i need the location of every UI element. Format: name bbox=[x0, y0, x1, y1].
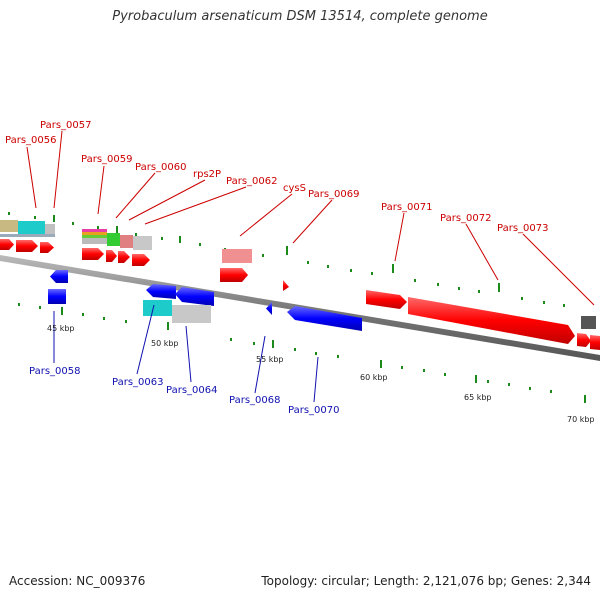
scale-labels: 45 kbp 50 kbp 55 kbp 60 kbp 65 kbp 70 kb… bbox=[47, 324, 595, 424]
gene-block bbox=[18, 221, 45, 234]
gene-label-pars-0062[interactable]: Pars_0062 bbox=[226, 176, 277, 187]
gene-block bbox=[45, 224, 55, 236]
gene-arrow bbox=[146, 284, 176, 299]
gene-arrow bbox=[118, 251, 130, 263]
gene-arrow bbox=[287, 306, 362, 331]
accession-text: Accession: NC_009376 bbox=[9, 574, 146, 588]
gene-label-pars-0060[interactable]: Pars_0060 bbox=[135, 162, 186, 173]
scale-label: 60 kbp bbox=[360, 373, 388, 382]
gene-label-pars-0059[interactable]: Pars_0059 bbox=[81, 154, 132, 165]
gene-block bbox=[172, 305, 211, 323]
gene-arrow bbox=[175, 287, 214, 306]
scale-label: 70 kbp bbox=[567, 415, 595, 424]
reverse-major-ticks bbox=[61, 307, 586, 403]
map-title: Pyrobaculum arsenaticum DSM 13514, compl… bbox=[112, 9, 488, 24]
gene-arrow bbox=[266, 302, 272, 315]
gene-block bbox=[133, 236, 152, 250]
gene-label-pars-0069[interactable]: Pars_0069 bbox=[308, 189, 359, 200]
gene-block bbox=[82, 232, 107, 235]
gene-label-pars-0072[interactable]: Pars_0072 bbox=[440, 213, 491, 224]
gene-label-pars-0057[interactable]: Pars_0057 bbox=[40, 120, 91, 131]
scale-label: 55 kbp bbox=[256, 355, 284, 364]
gene-arrow bbox=[48, 289, 66, 304]
gene-label-pars-0063[interactable]: Pars_0063 bbox=[112, 377, 163, 388]
gene-block bbox=[143, 300, 172, 316]
gene-arrow bbox=[0, 239, 14, 250]
forward-genes bbox=[0, 220, 600, 350]
gene-arrow bbox=[220, 268, 248, 282]
gene-block bbox=[82, 229, 107, 232]
gene-arrow bbox=[82, 248, 104, 260]
gene-block bbox=[0, 220, 18, 232]
gene-block bbox=[0, 234, 55, 237]
gene-label-pars-0064[interactable]: Pars_0064 bbox=[166, 385, 217, 396]
scale-label: 45 kbp bbox=[47, 324, 75, 333]
gene-arrow bbox=[408, 297, 575, 344]
gene-block bbox=[581, 316, 596, 329]
forward-gene-labels: Pars_0056 Pars_0057 Pars_0059 Pars_0060 … bbox=[5, 120, 548, 234]
gene-label-pars-0071[interactable]: Pars_0071 bbox=[381, 202, 432, 213]
gene-arrow bbox=[106, 250, 117, 262]
topology-text: Topology: circular; Length: 2,121,076 bp… bbox=[261, 574, 591, 588]
gene-arrow bbox=[40, 242, 54, 253]
gene-block bbox=[82, 238, 107, 244]
gene-arrow bbox=[590, 335, 600, 350]
gene-label-pars-0056[interactable]: Pars_0056 bbox=[5, 135, 56, 146]
gene-arrow bbox=[16, 240, 38, 252]
reverse-gene-labels: Pars_0058 Pars_0063 Pars_0064 Pars_0068 … bbox=[29, 366, 339, 416]
gene-label-cyss[interactable]: cysS bbox=[283, 183, 306, 194]
gene-label-pars-0073[interactable]: Pars_0073 bbox=[497, 223, 548, 234]
reverse-genes bbox=[48, 270, 362, 331]
gene-label-pars-0058[interactable]: Pars_0058 bbox=[29, 366, 80, 377]
forward-major-ticks bbox=[53, 215, 500, 292]
gene-arrow bbox=[366, 290, 407, 309]
gene-arrow bbox=[577, 333, 591, 347]
gene-arrow bbox=[132, 254, 150, 266]
gene-block bbox=[120, 235, 133, 248]
gene-arrow bbox=[283, 280, 289, 291]
scale-label: 50 kbp bbox=[151, 339, 179, 348]
gene-block bbox=[107, 233, 120, 246]
gene-label-pars-0068[interactable]: Pars_0068 bbox=[229, 395, 280, 406]
scale-label: 65 kbp bbox=[464, 393, 492, 402]
gene-block bbox=[222, 249, 252, 263]
gene-block bbox=[82, 235, 107, 238]
gene-arrow bbox=[50, 270, 68, 283]
label-connectors bbox=[26, 130, 595, 403]
gene-label-pars-0070[interactable]: Pars_0070 bbox=[288, 405, 339, 416]
gene-label-rps2p[interactable]: rps2P bbox=[193, 169, 221, 180]
